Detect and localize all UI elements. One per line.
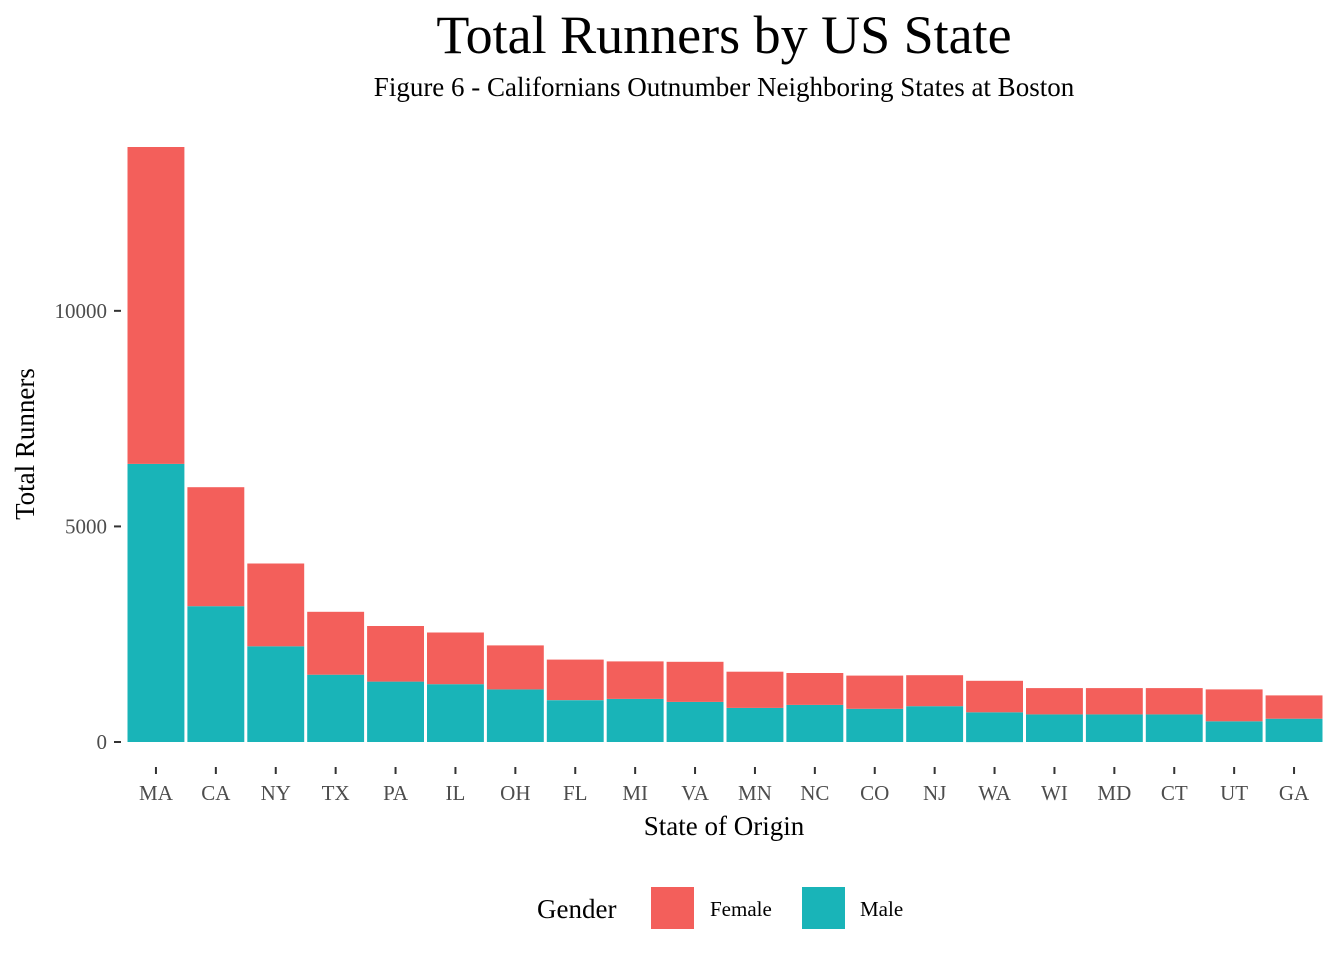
bar-ct-male xyxy=(1145,714,1203,742)
bar-mi-female xyxy=(606,661,664,699)
bar-ma-female xyxy=(127,147,185,464)
bar-md-male xyxy=(1085,714,1143,742)
bar-md-female xyxy=(1085,688,1143,715)
y-axis: 0 5000 10000 xyxy=(55,299,121,754)
bar-tx-male xyxy=(307,674,365,742)
x-axis: MA CA NY TX PA IL OH FL MI VA MN NC CO NJ WA WI MD CT UT GA xyxy=(139,767,1310,805)
bar-wi-female xyxy=(1026,688,1083,715)
bar-nc-male xyxy=(786,704,844,742)
bar-wa-female xyxy=(966,680,1023,713)
legend-title: Gender xyxy=(537,894,616,924)
bar-nj-male xyxy=(906,706,964,742)
x-tick-label-mn: MN xyxy=(738,781,772,805)
x-tick-label-pa: PA xyxy=(383,781,409,805)
legend-swatch-male xyxy=(802,887,845,929)
bar-ca-female xyxy=(187,487,245,607)
y-axis-title: Total Runners xyxy=(10,368,40,520)
y-tick-label: 5000 xyxy=(65,514,107,538)
y-tick-label: 0 xyxy=(97,730,108,754)
x-tick-label-va: VA xyxy=(681,781,709,805)
x-tick-label-fl: FL xyxy=(563,781,588,805)
x-tick-label-co: CO xyxy=(860,781,889,805)
bar-fl-female xyxy=(546,659,604,701)
legend-swatch-female xyxy=(651,887,694,929)
bar-oh-female xyxy=(486,645,544,690)
bar-co-female xyxy=(846,675,904,709)
bar-nj-female xyxy=(906,675,964,707)
x-axis-title: State of Origin xyxy=(644,811,805,841)
bar-pa-female xyxy=(367,626,424,682)
bar-il-male xyxy=(427,684,484,742)
bar-ut-male xyxy=(1205,721,1263,742)
x-tick-label-ga: GA xyxy=(1279,781,1310,805)
x-tick-label-nc: NC xyxy=(800,781,829,805)
bar-pa-male xyxy=(367,681,424,742)
chart-subtitle: Figure 6 - Californians Outnumber Neighb… xyxy=(373,72,1075,102)
bar-mn-male xyxy=(726,707,784,742)
bar-ga-male xyxy=(1265,718,1323,742)
x-tick-label-tx: TX xyxy=(322,781,350,805)
bar-ut-female xyxy=(1205,689,1263,722)
y-tick-label: 10000 xyxy=(55,299,108,323)
x-tick-label-ca: CA xyxy=(201,781,231,805)
x-tick-label-ny: NY xyxy=(261,781,291,805)
bar-ma-male xyxy=(127,463,185,742)
bar-nc-female xyxy=(786,673,844,705)
x-tick-label-ut: UT xyxy=(1220,781,1248,805)
bar-va-female xyxy=(666,661,724,702)
bar-oh-male xyxy=(486,689,544,742)
bar-ca-male xyxy=(187,606,245,742)
bar-va-male xyxy=(666,701,724,742)
bar-fl-male xyxy=(546,700,604,742)
chart-title: Total Runners by US State xyxy=(436,5,1012,65)
bar-ct-female xyxy=(1145,688,1203,715)
x-tick-label-wi: WI xyxy=(1041,781,1068,805)
x-tick-label-oh: OH xyxy=(500,781,530,805)
bar-co-male xyxy=(846,708,904,742)
bar-wa-male xyxy=(966,712,1023,743)
x-tick-label-md: MD xyxy=(1097,781,1131,805)
bars-layer xyxy=(127,147,1323,743)
bar-ny-female xyxy=(247,563,305,647)
x-tick-label-il: IL xyxy=(446,781,466,805)
bar-il-female xyxy=(427,632,484,685)
x-tick-label-nj: NJ xyxy=(923,781,946,805)
x-tick-label-wa: WA xyxy=(978,781,1011,805)
legend-label-male: Male xyxy=(860,897,903,921)
bar-tx-female xyxy=(307,611,365,675)
x-tick-label-ct: CT xyxy=(1161,781,1188,805)
legend-label-female: Female xyxy=(710,897,772,921)
x-tick-label-ma: MA xyxy=(139,781,174,805)
bar-mn-female xyxy=(726,671,784,708)
legend: Gender Female Male xyxy=(537,887,903,929)
bar-ga-female xyxy=(1265,695,1323,719)
x-tick-label-mi: MI xyxy=(622,781,648,805)
bar-wi-male xyxy=(1026,714,1083,742)
bar-mi-male xyxy=(606,698,664,742)
bar-ny-male xyxy=(247,646,305,742)
